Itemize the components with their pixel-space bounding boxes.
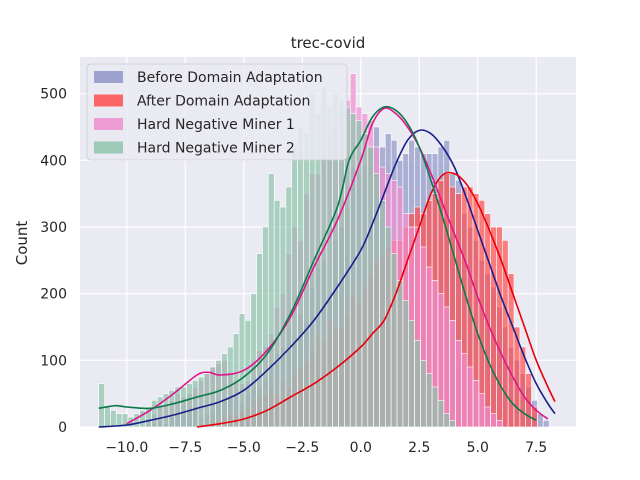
histogram-bar — [151, 400, 158, 428]
kde-line-4 — [98, 105, 537, 422]
histogram-bar — [408, 320, 415, 428]
histogram-bar — [203, 373, 211, 428]
histogram-bar — [285, 186, 293, 428]
histogram-bar — [542, 420, 550, 428]
histogram-bar — [472, 380, 480, 428]
histogram-bar — [484, 213, 491, 428]
histogram-bar — [98, 383, 105, 428]
kde-lines — [98, 105, 556, 428]
histogram-bar — [209, 366, 216, 428]
y-tick-label: 0 — [58, 420, 67, 436]
histogram-bar — [466, 366, 474, 428]
histogram-bar — [297, 126, 304, 428]
histogram-bar — [104, 406, 111, 428]
histogram-bar — [268, 173, 275, 428]
bar-series-4 — [98, 86, 456, 428]
x-tick-label: −2.5 — [285, 440, 319, 456]
legend-swatch — [94, 71, 123, 83]
legend: Before Domain Adaptation After Domain Ada… — [86, 63, 348, 161]
histogram-bar — [110, 410, 117, 428]
y-tick-label: 200 — [40, 287, 67, 303]
histogram-bar — [443, 413, 450, 428]
histogram-bar — [262, 226, 269, 428]
histogram-bar — [478, 393, 486, 428]
histogram-bar — [256, 253, 263, 428]
x-tick-label: 0.0 — [350, 440, 372, 456]
chart-title: trec-covid — [291, 34, 366, 52]
histogram-bar — [273, 200, 281, 428]
histogram-bar — [443, 306, 450, 428]
histogram-bar — [437, 400, 445, 428]
histogram-bar — [461, 353, 468, 428]
legend-entry: After Domain Adaptation — [137, 94, 310, 110]
legend-box — [86, 63, 348, 161]
legend-entry: Before Domain Adaptation — [137, 70, 323, 86]
histogram-bar — [496, 420, 503, 428]
y-axis-label: Count — [13, 221, 31, 266]
x-tick-label: −5.0 — [227, 440, 261, 456]
histogram-bar — [525, 373, 532, 428]
histogram-bar — [414, 340, 421, 428]
histogram-bar — [180, 386, 187, 428]
histogram-bar — [385, 226, 392, 428]
histogram-bar — [291, 146, 298, 428]
histogram-bar — [186, 383, 193, 428]
histogram-bar — [449, 320, 456, 428]
x-ticks: −10.0 −7.5 −5.0 −2.5 0.0 2.5 5.0 7.5 — [105, 440, 547, 456]
legend-entry: Hard Negative Miner 2 — [137, 141, 295, 157]
histogram-bar — [431, 386, 439, 428]
histogram-bar — [250, 293, 257, 428]
histogram-bar — [455, 340, 462, 428]
legend-swatch — [94, 118, 123, 130]
y-tick-label: 300 — [40, 220, 67, 236]
histogram-bar — [379, 200, 386, 428]
histogram-bar — [133, 413, 140, 428]
legend-swatch — [94, 94, 123, 107]
histogram-bar — [390, 253, 398, 428]
histogram-bar — [361, 133, 369, 428]
legend-entry: Hard Negative Miner 1 — [137, 117, 295, 133]
histogram-bar — [192, 380, 199, 428]
x-tick-label: 5.0 — [467, 440, 489, 456]
legend-swatch — [94, 141, 123, 154]
y-ticks: 0 100 200 300 400 500 — [40, 87, 67, 436]
kde-line-3 — [126, 107, 549, 425]
histogram-bar — [367, 146, 374, 428]
histogram-bar — [449, 420, 456, 428]
histogram-bar — [215, 360, 222, 428]
x-tick-label: 7.5 — [525, 440, 547, 456]
kde-line-1 — [98, 129, 556, 428]
y-tick-label: 500 — [40, 87, 67, 103]
histogram-bar — [279, 206, 287, 428]
x-tick-label: −7.5 — [168, 440, 202, 456]
histogram-bar — [396, 280, 404, 428]
histogram-bar — [420, 360, 427, 428]
histogram-bar — [490, 413, 497, 428]
y-tick-label: 400 — [40, 153, 67, 169]
histogram-bar — [221, 353, 228, 428]
histogram-bar — [490, 226, 497, 428]
histogram-bar — [197, 376, 205, 428]
histogram-bar — [425, 373, 433, 428]
x-tick-label: 2.5 — [408, 440, 430, 456]
y-tick-label: 100 — [40, 353, 67, 369]
histogram-bar — [349, 113, 357, 428]
kde-line-2 — [196, 171, 556, 428]
x-tick-label: −10.0 — [105, 440, 148, 456]
histogram-bar — [402, 300, 410, 428]
histogram-bar — [484, 406, 491, 428]
